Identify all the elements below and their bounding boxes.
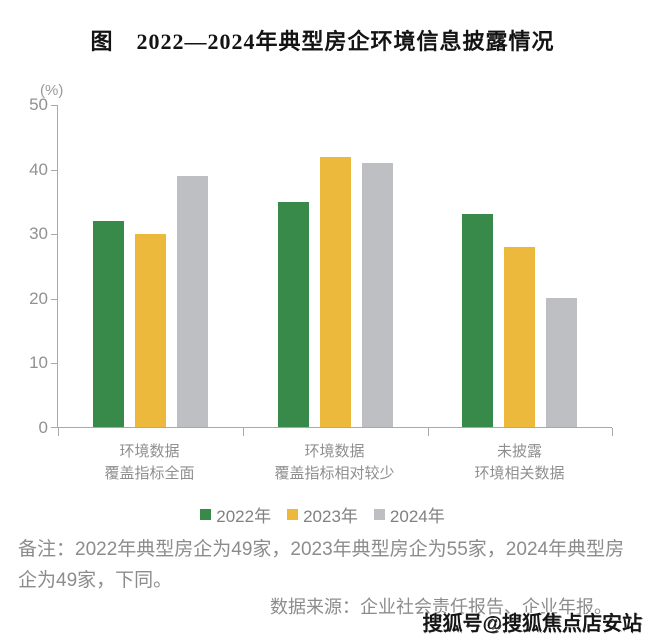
- y-tick-mark: [51, 169, 57, 171]
- y-tick-label: 30: [29, 224, 48, 244]
- bar-2023年: [504, 246, 536, 427]
- watermark-text: 搜狐号@搜狐焦点店安站: [422, 613, 642, 635]
- bar-group: [58, 105, 243, 427]
- x-axis-category-labels: 环境数据 覆盖指标全面 环境数据 覆盖指标相对较少 未披露 环境相关数据: [57, 441, 612, 485]
- y-axis-unit-label: (%): [40, 82, 64, 99]
- legend-marker-icon: [200, 509, 212, 520]
- source-text: 数据来源：企业社会责任报告、企业年报。: [270, 597, 612, 617]
- y-tick-label: 20: [29, 288, 48, 308]
- bar-2022年: [277, 201, 309, 427]
- x-tick-mark: [428, 428, 429, 436]
- plot-area: [51, 105, 613, 436]
- legend: 2022年 2023年 2024年: [0, 502, 645, 527]
- y-tick-label: 10: [29, 353, 48, 373]
- y-tick-mark: [51, 298, 57, 300]
- note-text: 备注：2022年典型房企为49家，2023年典型房企为55家，2024年典型房企…: [18, 539, 625, 591]
- x-tick-mark: [58, 428, 59, 436]
- legend-marker-icon: [373, 509, 385, 520]
- bar-groups: [58, 105, 612, 427]
- legend-label: 2022年: [216, 507, 272, 526]
- legend-item: 2022年: [200, 502, 271, 527]
- y-tick-mark: [51, 105, 57, 106]
- legend-label: 2023年: [303, 507, 358, 526]
- bar-2024年: [546, 298, 578, 427]
- bar-2023年: [319, 156, 351, 427]
- bar-2022年: [92, 220, 124, 427]
- y-tick-label: 40: [29, 159, 48, 179]
- y-tick-mark: [51, 363, 57, 365]
- bar-group: [427, 105, 612, 427]
- y-tick-label: 0: [38, 418, 48, 437]
- chart-title: 图 2022—2024年典型房企环境信息披露情况: [90, 29, 555, 54]
- y-tick-label: 50: [29, 95, 48, 114]
- x-tick-mark: [612, 428, 613, 436]
- legend-item: 2023年: [287, 502, 358, 527]
- legend-label: 2024年: [389, 507, 445, 526]
- category-label: 环境数据 覆盖指标全面: [104, 443, 195, 482]
- x-tick-mark: [243, 428, 244, 436]
- bar-group: [243, 105, 428, 427]
- bar-2023年: [134, 233, 166, 427]
- legend-marker-icon: [287, 509, 299, 520]
- bar-2022年: [462, 214, 494, 427]
- bar-2024年: [176, 175, 208, 427]
- category-label: 环境数据 覆盖指标相对较少: [274, 443, 395, 482]
- bar-2024年: [361, 162, 393, 427]
- y-tick-mark: [51, 427, 57, 428]
- category-label: 未披露 环境相关数据: [474, 443, 565, 482]
- legend-item: 2024年: [373, 502, 445, 527]
- y-tick-mark: [51, 234, 57, 236]
